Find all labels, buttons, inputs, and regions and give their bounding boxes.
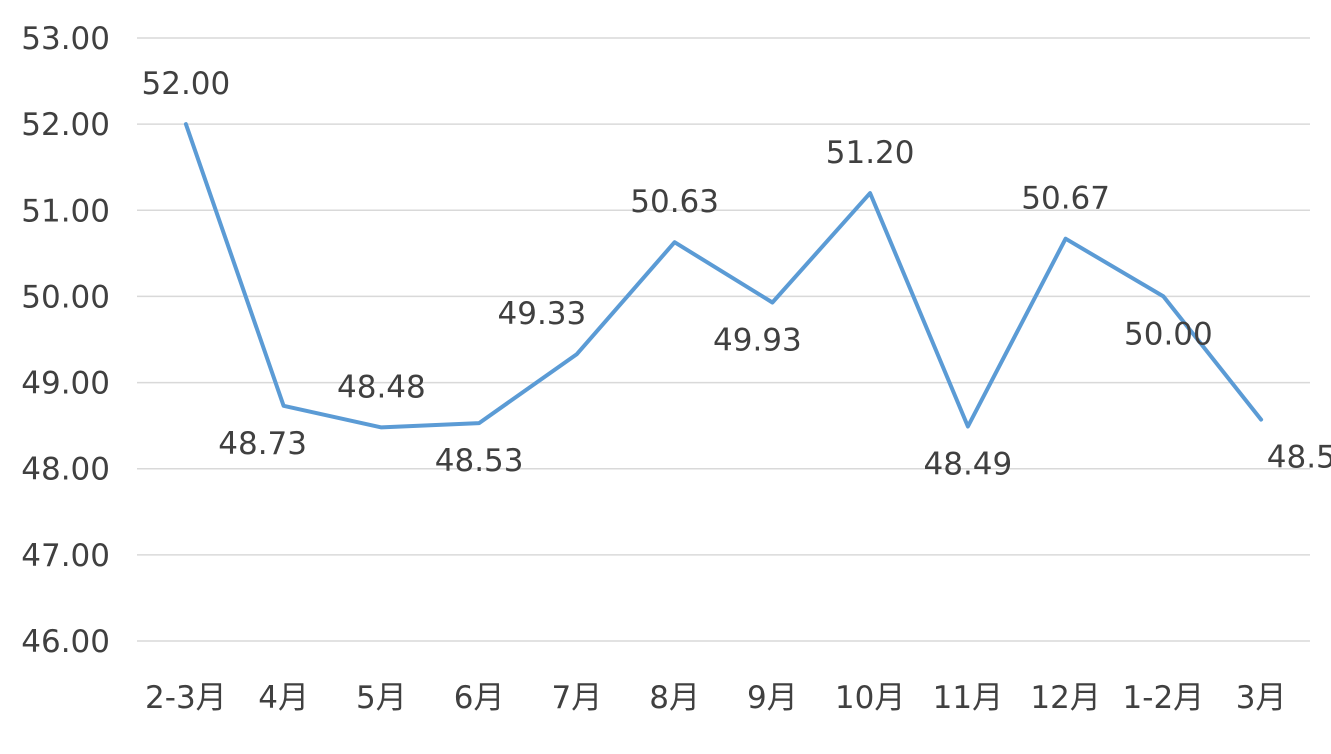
y-tick-label: 49.00	[21, 366, 110, 402]
x-tick-label: 4月	[258, 680, 309, 716]
x-tick-label: 3月	[1236, 680, 1287, 716]
x-tick-label: 9月	[747, 680, 798, 716]
x-tick-label: 12月	[1030, 680, 1100, 716]
series-line	[183, 122, 1264, 430]
x-tick-label: 1-2月	[1123, 680, 1205, 716]
x-tick-label: 7月	[552, 680, 603, 716]
data-label: 48.49	[924, 447, 1013, 483]
y-tick-label: 52.00	[21, 107, 110, 143]
x-tick-label: 11月	[933, 680, 1003, 716]
data-label: 50.00	[1124, 316, 1213, 352]
y-tick-label: 48.00	[21, 452, 110, 488]
y-tick-label: 53.00	[21, 21, 110, 57]
data-label: 52.00	[142, 66, 231, 102]
data-label: 48.48	[337, 369, 426, 405]
data-label: 51.20	[826, 135, 915, 171]
data-label: 50.63	[630, 184, 719, 220]
x-tick-label: 8月	[649, 680, 700, 716]
data-label: 48.53	[435, 443, 524, 479]
y-tick-label: 47.00	[21, 538, 110, 574]
data-label: 49.33	[498, 296, 587, 332]
x-tick-label: 6月	[454, 680, 505, 716]
y-tick-label: 51.00	[21, 193, 110, 229]
y-tick-label: 50.00	[21, 279, 110, 315]
x-tick-label: 2-3月	[145, 680, 227, 716]
x-tick-label: 10月	[835, 680, 905, 716]
y-tick-label: 46.00	[21, 624, 110, 660]
data-label: 48.57	[1267, 440, 1331, 476]
data-label: 48.73	[218, 426, 307, 462]
data-label: 50.67	[1021, 181, 1110, 217]
data-label: 49.93	[713, 322, 802, 358]
x-tick-label: 5月	[356, 680, 407, 716]
